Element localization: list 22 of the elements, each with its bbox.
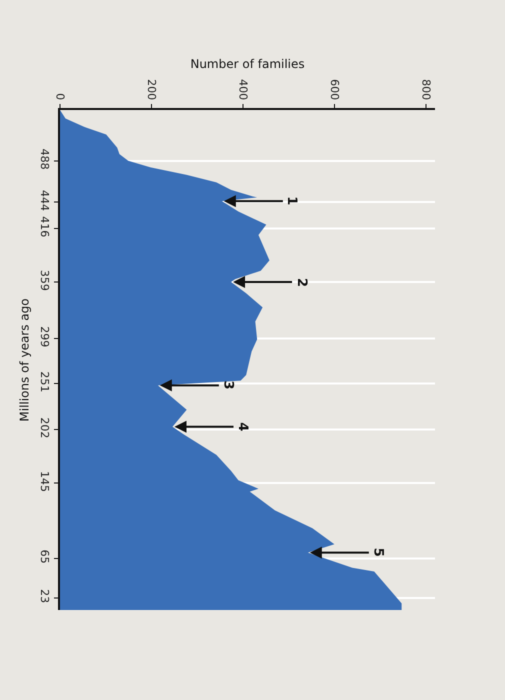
y-axis-title: Millions of years ago bbox=[18, 298, 32, 422]
annotation: 2 bbox=[294, 278, 310, 287]
x-axis-title: Number of families bbox=[190, 56, 305, 71]
x-tick-label: 600 bbox=[328, 79, 341, 100]
annotation: 5 bbox=[370, 548, 386, 557]
y-tick-label: 359 bbox=[38, 270, 51, 291]
y-tick-label: 488 bbox=[38, 148, 51, 170]
annotation: 3 bbox=[220, 380, 236, 390]
x-tick-label: 0 bbox=[53, 93, 66, 100]
y-tick-label: 416 bbox=[38, 216, 51, 238]
y-tick-label: 145 bbox=[38, 470, 51, 492]
y-tick-label: 23 bbox=[38, 589, 51, 604]
x-tick-label: 400 bbox=[236, 79, 250, 100]
annotation: 4 bbox=[235, 422, 250, 432]
annotation: 1 bbox=[284, 196, 300, 206]
y-tick-label: 299 bbox=[38, 326, 51, 348]
y-tick-label: 65 bbox=[38, 550, 51, 564]
x-tick-label: 800 bbox=[419, 79, 432, 100]
y-tick-label: 444 bbox=[38, 190, 51, 211]
y-tick-label: 202 bbox=[38, 417, 51, 438]
y-tick-label: 251 bbox=[38, 371, 51, 392]
x-tick-label: 200 bbox=[144, 79, 158, 100]
